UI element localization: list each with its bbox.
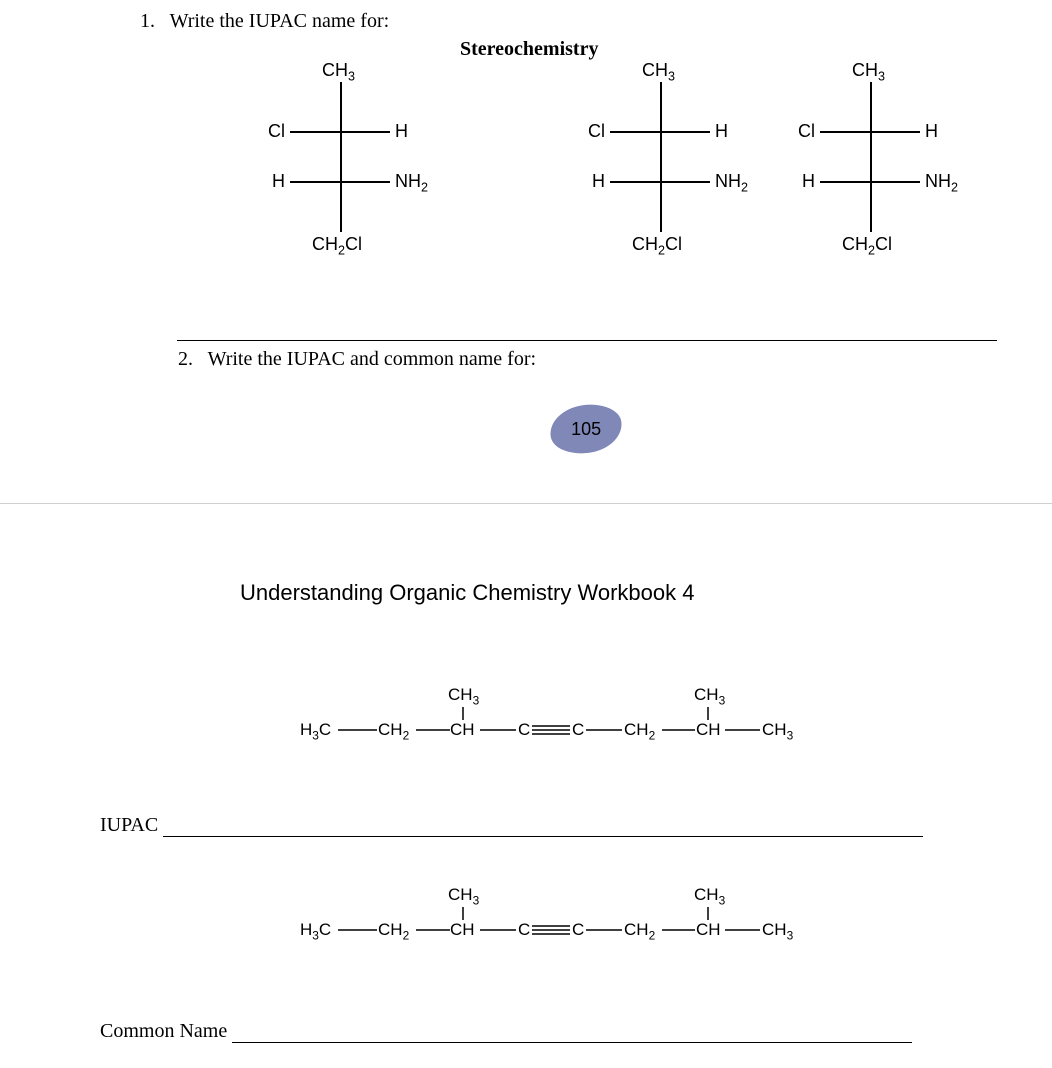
chain-c1: C [518,920,530,940]
fischer-r2-left: H [272,171,285,192]
chain-ch-b: CH [696,920,721,940]
q2-text: Write the IUPAC and common name for: [208,348,536,370]
common-name-label: Common Name [100,1020,227,1042]
chain-ch3-branch: CH3 [448,885,479,907]
fischer-bottom: CH2Cl [312,234,362,258]
page: 1. Write the IUPAC name for: Stereochemi… [0,0,1052,10]
chain-ch3-end: CH3 [762,920,793,942]
stereochemistry-title: Stereochemistry [460,38,598,61]
chain-ch-b: CH [696,720,721,740]
fischer-r2-right: NH2 [715,171,748,195]
book-title: Understanding Organic Chemistry Workbook… [240,580,694,606]
fischer-r1-right: H [395,121,408,142]
iupac-blank [163,816,923,837]
fischer-projections-row: CH3 Cl H H NH2 CH2Cl CH3 Cl H H NH2 CH2C… [0,60,1052,280]
chain-h3c: H3C [300,920,331,942]
fischer-top: CH3 [852,60,885,84]
question-2: 2. Write the IUPAC and common name for: [178,348,536,371]
page-separator [0,503,1052,504]
fischer-r1-left: Cl [798,121,815,142]
iupac-answer-line: IUPAC [100,814,923,837]
chain-structure-1: H3C CH2 CH CH3 C C CH2 CH CH3 CH3 [300,680,800,760]
chain-ch2-b: CH2 [624,920,655,942]
chain-ch2: CH2 [378,720,409,742]
fischer-r1-left: Cl [268,121,285,142]
common-name-answer-line: Common Name [100,1020,912,1043]
chain-ch3-branch: CH3 [448,685,479,707]
fischer-r2-left: H [592,171,605,192]
fischer-3: CH3 Cl H H NH2 CH2Cl [800,60,970,260]
chain-ch: CH [450,920,475,940]
chain-ch3-branch-b: CH3 [694,885,725,907]
q1-number: 1. [140,10,155,32]
fischer-top: CH3 [642,60,675,84]
page-number: 105 [571,419,601,440]
fischer-bottom: CH2Cl [632,234,682,258]
fischer-r1-right: H [715,121,728,142]
fischer-r2-right: NH2 [395,171,428,195]
chain-ch2-b: CH2 [624,720,655,742]
divider-line [177,340,997,341]
chain-structure-2: H3C CH2 CH CH3 C C CH2 CH CH3 CH3 [300,880,800,960]
fischer-r1-left: Cl [588,121,605,142]
chain-h3c: H3C [300,720,331,742]
q2-number: 2. [178,348,193,370]
fischer-r2-left: H [802,171,815,192]
chain-c2: C [572,920,584,940]
fischer-top: CH3 [322,60,355,84]
chain-ch3-branch-b: CH3 [694,685,725,707]
page-number-blob: 105 [547,400,625,458]
chain-ch3-end: CH3 [762,720,793,742]
fischer-bottom: CH2Cl [842,234,892,258]
fischer-1: CH3 Cl H H NH2 CH2Cl [270,60,440,260]
fischer-r1-right: H [925,121,938,142]
q1-text: Write the IUPAC name for: [170,10,390,32]
fischer-r2-right: NH2 [925,171,958,195]
chain-ch2: CH2 [378,920,409,942]
chain-c1: C [518,720,530,740]
common-name-blank [232,1022,912,1043]
chain-c2: C [572,720,584,740]
question-1: 1. Write the IUPAC name for: [140,10,389,33]
fischer-2: CH3 Cl H H NH2 CH2Cl [590,60,760,260]
chain-ch: CH [450,720,475,740]
iupac-label: IUPAC [100,814,158,836]
